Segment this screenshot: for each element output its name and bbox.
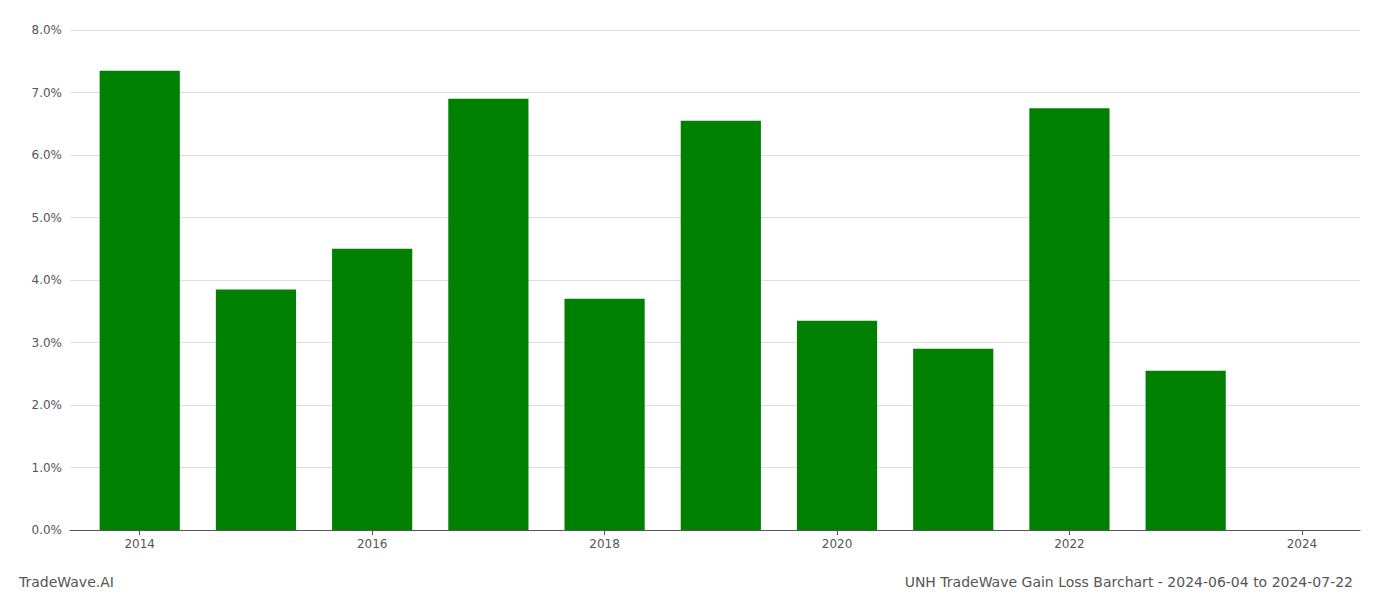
svg-text:3.0%: 3.0% [32,336,63,350]
svg-text:2018: 2018 [589,537,620,551]
svg-text:1.0%: 1.0% [32,461,63,475]
svg-text:4.0%: 4.0% [32,273,63,287]
svg-text:6.0%: 6.0% [32,148,63,162]
svg-text:TradeWave.AI: TradeWave.AI [18,574,114,590]
svg-text:UNH TradeWave Gain Loss Barcha: UNH TradeWave Gain Loss Barchart - 2024-… [905,574,1353,590]
svg-text:2020: 2020 [822,537,853,551]
svg-text:7.0%: 7.0% [32,86,63,100]
svg-text:2022: 2022 [1054,537,1085,551]
svg-text:2016: 2016 [357,537,388,551]
svg-text:8.0%: 8.0% [32,23,63,37]
svg-text:2014: 2014 [124,537,155,551]
svg-text:2024: 2024 [1287,537,1318,551]
svg-text:2.0%: 2.0% [32,398,63,412]
svg-text:0.0%: 0.0% [32,523,63,537]
svg-text:5.0%: 5.0% [32,211,63,225]
